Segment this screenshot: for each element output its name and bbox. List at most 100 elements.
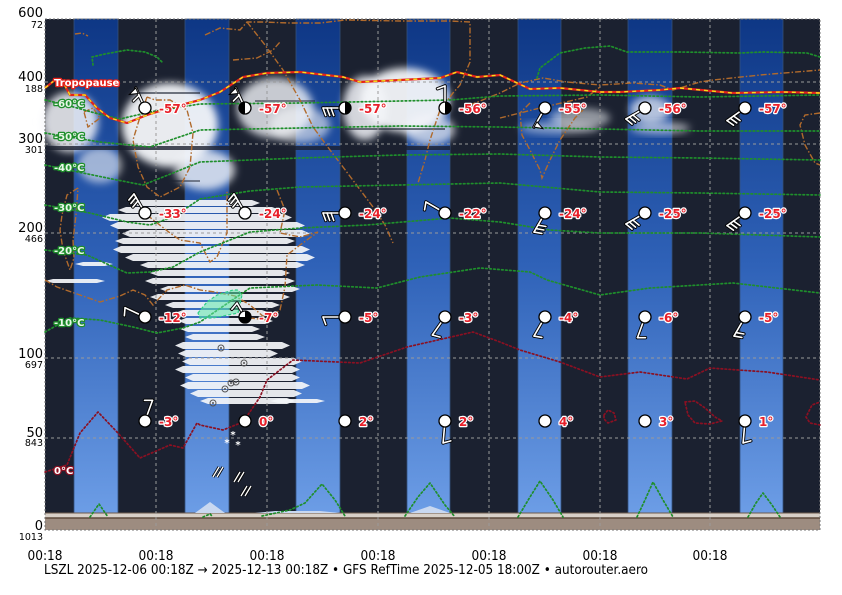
terrain-snow xyxy=(255,511,340,513)
rain-icon xyxy=(217,344,225,352)
station-model: -25° xyxy=(725,206,788,232)
cloud-streak xyxy=(140,262,305,268)
station-model: 2° xyxy=(338,414,375,430)
y-tick-fl: 200 xyxy=(18,221,43,236)
wind-barb-icon xyxy=(435,84,447,104)
temperature-label: -57° xyxy=(259,102,287,116)
x-tick: 00:18 xyxy=(28,549,63,564)
isotherm-line xyxy=(91,49,164,66)
cloud-cover-icon xyxy=(738,310,752,324)
station-model: -5° xyxy=(321,310,380,327)
isotherm-line xyxy=(44,267,821,334)
cloud-cover-icon xyxy=(238,414,252,428)
cloud-mass xyxy=(42,92,98,152)
cloud-cover-icon xyxy=(138,310,152,324)
wind-barb-icon xyxy=(127,192,144,210)
isotherm-line xyxy=(89,503,109,518)
x-tick: 00:18 xyxy=(583,549,618,564)
cloud-gap xyxy=(130,92,200,94)
y-tick-hpa: 72 xyxy=(31,20,43,31)
station-model: 1° xyxy=(738,414,775,445)
isotherm-line xyxy=(404,482,456,518)
wind-barb-icon xyxy=(430,320,444,339)
wind-barb-icon xyxy=(321,211,341,223)
isotherm-line xyxy=(536,45,821,79)
brown-contour-line xyxy=(799,112,821,166)
station-model: -3° xyxy=(430,310,480,339)
cloud-streak xyxy=(175,366,300,373)
brown-contour-line xyxy=(469,69,821,106)
grid-lines xyxy=(44,18,821,531)
y-axis: 600 72 400 188 300 301 200 466 100 697 5… xyxy=(18,6,43,543)
station-model: -33° xyxy=(127,192,188,222)
cloud-cover-icon xyxy=(638,206,652,220)
temperature-label: 3° xyxy=(659,415,673,429)
y-tick-hpa: 301 xyxy=(25,145,43,156)
station-model: 2° xyxy=(438,414,475,445)
temperature-label: -24° xyxy=(259,207,287,221)
cloud-cover-icon xyxy=(438,206,452,220)
cloud-streak xyxy=(45,279,105,283)
brown-contour-line xyxy=(146,190,228,264)
cloud-streak xyxy=(185,334,265,340)
wind-barb-icon xyxy=(624,109,642,126)
wind-barb-icon xyxy=(321,106,341,118)
y-tick-fl: 100 xyxy=(18,347,43,362)
cloud-cover-icon xyxy=(738,101,752,115)
cloud-cover-icon xyxy=(338,310,352,324)
daylight-band xyxy=(739,18,784,514)
tropopause-line-dash xyxy=(44,71,821,124)
cloud-streak xyxy=(175,342,290,349)
wind-barb-icon xyxy=(725,109,742,127)
cloud-cover-icon xyxy=(338,206,352,220)
station-model: -57° xyxy=(227,86,288,117)
cloud-streak xyxy=(115,238,295,244)
temperature-label: -57° xyxy=(159,102,187,116)
temperature-label: 2° xyxy=(359,415,373,429)
wind-barb-icon xyxy=(122,306,142,318)
precipitation-symbols: ** * xyxy=(209,344,253,497)
terrain-snow xyxy=(195,502,225,513)
cloud-gap xyxy=(45,146,450,150)
cloud-streak xyxy=(113,246,310,253)
station-model: -55° xyxy=(532,101,588,130)
sleet-icon xyxy=(232,471,246,483)
temperature-label: -3° xyxy=(459,311,478,325)
y-tick-fl: 50 xyxy=(26,426,43,441)
cloud-streak xyxy=(270,399,325,403)
zero-isotherm-line xyxy=(805,401,821,426)
cloud-streak xyxy=(178,350,278,357)
ground-fill xyxy=(45,518,820,530)
y-tick-hpa: 843 xyxy=(25,438,43,449)
temperature-label: -55° xyxy=(559,102,587,116)
cloud-streak xyxy=(180,382,310,389)
snow-icon: * xyxy=(230,430,236,441)
x-tick: 00:18 xyxy=(693,549,728,564)
x-axis: 00:18 00:18 00:18 00:18 00:18 00:18 00:1… xyxy=(28,549,728,564)
temperature-label: 0° xyxy=(259,415,273,429)
zero-isotherm-line xyxy=(603,409,617,424)
wind-barb-icon xyxy=(741,425,753,445)
cloud-streak xyxy=(185,374,300,381)
cloud-cover-icon xyxy=(738,414,752,428)
station-model: -24° xyxy=(321,206,388,223)
y-tick-hpa: 697 xyxy=(25,360,43,371)
cloud-cover-icon xyxy=(538,206,552,220)
wind-barb-icon xyxy=(227,86,245,105)
cloud-streak xyxy=(180,326,260,332)
isotherm-label-minus60: -60°C xyxy=(54,99,84,110)
cloud-gap xyxy=(345,128,445,130)
station-model: -6° xyxy=(635,310,680,340)
temperature-label: 4° xyxy=(559,415,573,429)
cloud-cover-icon xyxy=(138,101,152,115)
daylight-band xyxy=(627,18,673,514)
temperature-label: -56° xyxy=(659,102,687,116)
icing-area-polygon xyxy=(197,289,243,319)
cloud-streak xyxy=(200,398,295,404)
isotherm-label-minus30: -30°C xyxy=(54,203,84,214)
station-model: -5° xyxy=(732,310,780,340)
isotherm-line xyxy=(44,153,821,186)
cloud-gap xyxy=(255,100,315,102)
station-model: -25° xyxy=(624,206,688,231)
